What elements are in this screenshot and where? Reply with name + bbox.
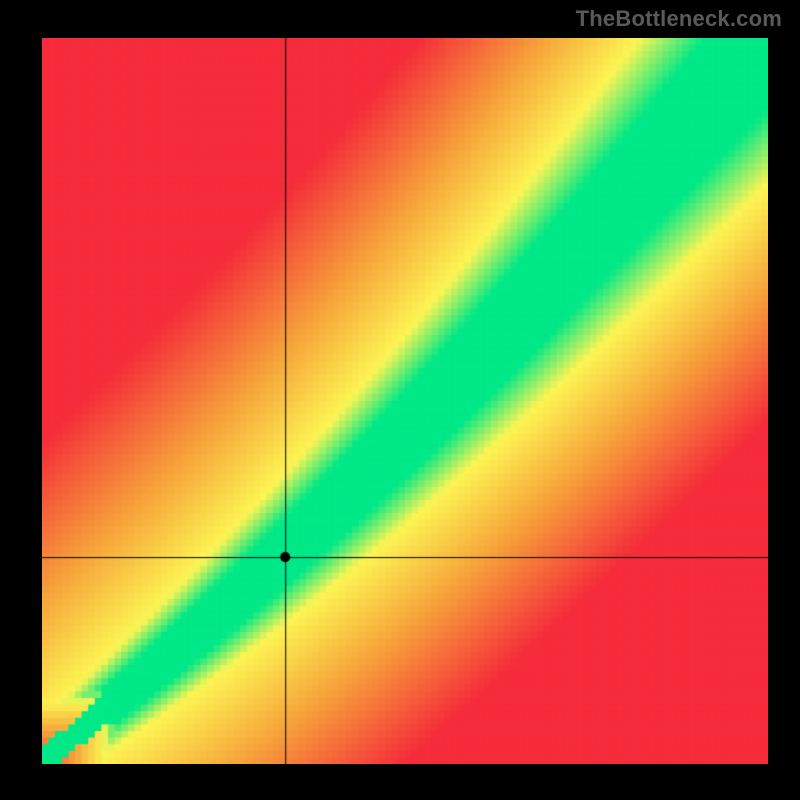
heatmap-canvas	[42, 38, 768, 764]
bottleneck-heatmap	[42, 38, 768, 764]
watermark-text: TheBottleneck.com	[576, 6, 782, 32]
